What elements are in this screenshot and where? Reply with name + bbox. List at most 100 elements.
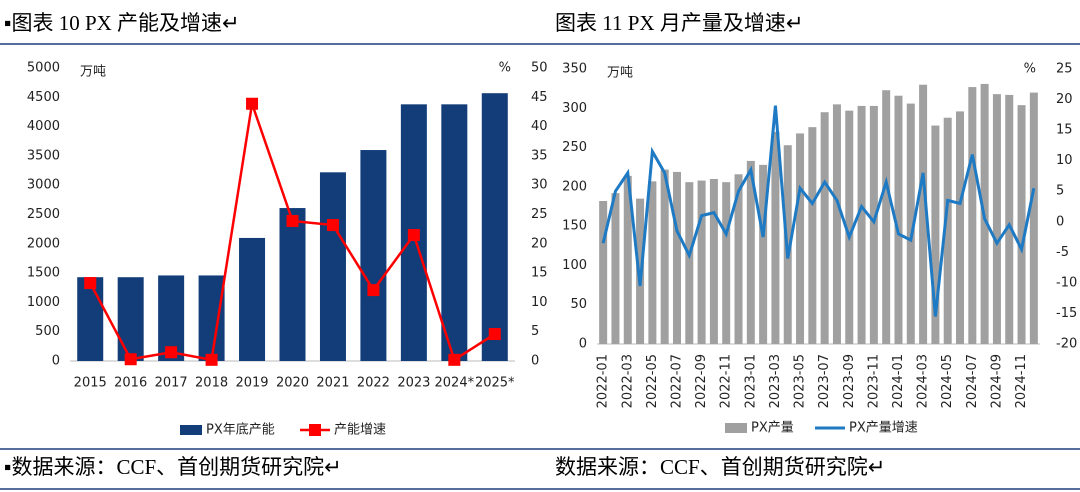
bar [239,237,266,361]
y-tick-label: 0 [579,337,587,352]
y2-tick-label: 35 [531,148,548,163]
line-marker [124,353,137,366]
bar [1017,105,1026,345]
y2-tick-label: 10 [1056,153,1073,168]
bar [1029,92,1038,344]
y2-tick-label: 30 [531,178,548,193]
x-tick-label: 2024-07 [965,354,980,408]
bar [882,90,891,344]
x-tick-label: 2023-09 [842,354,857,408]
y-tick-label: 3000 [27,178,60,193]
y2-tick-label: 20 [531,236,548,251]
y2-tick-label: 0 [1056,214,1064,229]
y2-tick-label: 15 [1056,123,1073,138]
x-tick-label: 2022-07 [669,354,684,408]
bar [956,111,965,344]
bar [894,95,903,344]
x-tick-label: 2024-05 [940,354,955,408]
bar [759,164,768,344]
bar [599,201,608,344]
bar [746,160,755,344]
y2-tick-label: 40 [531,119,548,134]
source-note: ▪数据来源：CCF、首创期货研究院↵ [4,455,342,479]
x-tick-label: 2024-11 [1014,354,1029,408]
y-unit-label: 万吨 [80,65,106,80]
line-marker [205,353,218,366]
line-marker [326,219,339,232]
line-marker [367,284,380,297]
x-tick-label: 2018 [195,376,228,391]
bar [722,182,731,344]
bar [672,171,681,344]
bar [906,103,915,344]
y-tick-label: 500 [35,324,60,339]
source-note: 数据来源：CCF、首创期货研究院↵ [555,455,885,479]
bar [319,172,346,361]
y2-tick-label: 50 [531,61,548,76]
x-tick-label: 2021 [316,376,349,391]
x-tick-label: 2024-09 [989,354,1004,408]
x-tick-label: 2022 [357,376,390,391]
y-tick-label: 150 [562,219,587,234]
x-tick-label: 2022-09 [694,354,709,408]
y2-tick-label: 20 [1056,92,1073,107]
x-tick-label: 2022-03 [620,354,635,408]
y2-tick-label: 5 [1056,184,1064,199]
bar [685,182,694,344]
line-marker [407,229,420,242]
legend-marker [309,424,321,436]
bar [992,94,1001,345]
x-tick-label: 2023 [397,376,430,391]
bar [648,181,657,344]
bar [77,277,104,361]
x-tick-label: 2015 [74,376,107,391]
bar [832,104,841,344]
bar [931,125,940,344]
y2-tick-label: 0 [531,354,539,369]
x-tick-label: 2020 [276,376,309,391]
y2-tick-label: -15 [1056,306,1077,321]
x-tick-label: 2022-11 [719,354,734,408]
y-tick-label: 0 [52,354,60,369]
bar [441,104,468,361]
line-marker [246,97,259,110]
x-tick-label: 2023-03 [768,354,783,408]
bar [198,275,225,361]
bar [660,169,669,344]
bar [623,175,632,344]
bar [808,127,817,345]
bar [845,110,854,345]
y-tick-label: 200 [562,179,587,194]
bar [796,133,805,344]
x-tick-label: 2024-03 [916,354,931,408]
y-tick-label: 3500 [27,148,60,163]
figure-title: ▪图表 10 PX 产能及增速↵ [4,11,240,35]
x-tick-label: 2023-01 [743,354,758,408]
y2-tick-label: 15 [531,266,548,281]
legend-label: 产能增速 [334,423,386,438]
legend-swatch [725,423,747,433]
y2-tick-label: 10 [531,295,548,310]
y2-tick-label: 5 [531,324,539,339]
legend-swatch [180,425,202,435]
bar [481,93,508,361]
line-marker [488,328,501,341]
bar [697,180,706,344]
x-tick-label: 2024* [435,376,475,391]
bar [279,208,306,361]
y-tick-label: 4000 [27,119,60,134]
bar [857,105,866,344]
x-tick-label: 2019 [235,376,268,391]
x-tick-label: 2024-01 [891,354,906,408]
bar [360,150,387,361]
bar [117,277,144,361]
y-tick-label: 350 [562,62,587,77]
bar [611,193,620,344]
y2-unit-label: % [499,61,511,76]
y-tick-label: 50 [570,297,587,312]
x-tick-label: 2023-05 [793,354,808,408]
figure-title: 图表 11 PX 月产量及增速↵ [555,11,803,35]
line-marker [165,346,178,359]
y2-tick-label: -10 [1056,275,1077,290]
